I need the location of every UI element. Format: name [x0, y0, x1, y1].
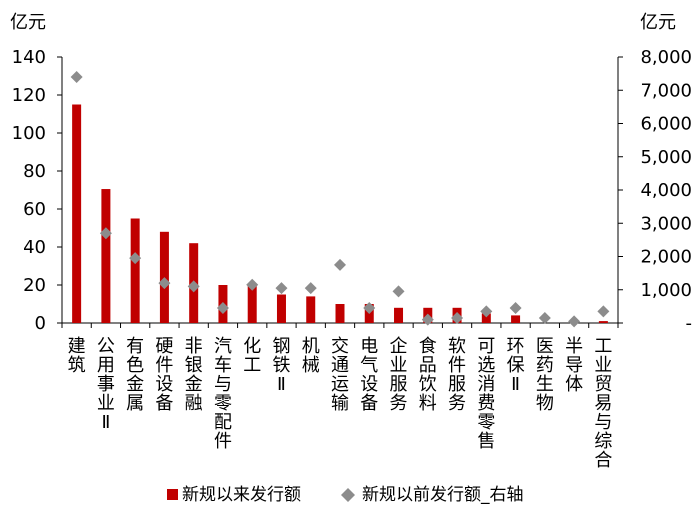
left-axis-ticks: 0 20 40 60 80 100 120 140 [12, 47, 62, 334]
marker-point [597, 305, 610, 318]
left-tick-label: 0 [35, 313, 46, 334]
left-tick-label: 60 [23, 199, 46, 220]
right-axis-ticks: - 1,000 2,000 3,000 4,000 5,000 6,000 7,000 8,00… [618, 47, 692, 334]
right-tick-label: 1,000 [640, 280, 692, 301]
marker-point [187, 280, 200, 293]
category-label: 企业服务 [390, 336, 408, 414]
marker-point [363, 302, 376, 315]
right-tick-label: 3,000 [640, 213, 692, 234]
bar [598, 321, 608, 323]
category-label: 钢铁 Ⅱ [272, 336, 290, 395]
category-label: 机械 [302, 336, 320, 376]
legend-label-marker: 新规以前发行额_右轴 [362, 485, 524, 505]
marker-point [334, 258, 346, 271]
marker-point [509, 302, 522, 315]
right-tick-label: 2,000 [640, 247, 692, 268]
marker-point [158, 277, 171, 290]
right-tick-label: 6,000 [640, 114, 692, 135]
category-label: 工业贸易与综合 [594, 336, 612, 471]
category-label: 电气设备 [360, 336, 378, 414]
marker-point [538, 312, 551, 325]
bar [276, 294, 286, 323]
marker-point [246, 278, 259, 291]
bar [101, 189, 111, 323]
legend-swatch-marker [341, 488, 355, 502]
marker-point [451, 312, 464, 325]
marker-point [421, 313, 434, 326]
marker-point [275, 282, 288, 295]
left-axis-unit: 亿元 [10, 12, 46, 33]
right-tick-label: 4,000 [640, 180, 692, 201]
legend-swatch-bar [167, 489, 178, 500]
category-label: 半导体 [565, 336, 583, 395]
x-axis-ticks [61, 323, 619, 328]
marker-point [99, 227, 112, 240]
right-tick-label: - [686, 313, 693, 334]
right-axis-unit: 亿元 [640, 12, 676, 33]
right-tick-label: 7,000 [640, 80, 692, 101]
marker-point [129, 252, 142, 265]
bar [72, 104, 82, 323]
left-tick-label: 120 [12, 85, 46, 106]
category-label: 食品饮料 [419, 336, 437, 414]
category-label: 医药生物 [536, 336, 554, 414]
legend-label-bar: 新规以来发行额 [182, 485, 301, 505]
bar [306, 296, 316, 323]
category-label: 环保 Ⅱ [507, 336, 525, 395]
category-label: 有色金属 [126, 336, 144, 414]
category-label: 软件服务 [448, 336, 466, 414]
left-tick-label: 100 [12, 123, 46, 144]
left-tick-label: 140 [12, 47, 46, 68]
category-label: 公用事业 Ⅱ [97, 336, 115, 433]
right-tick-label: 8,000 [640, 47, 692, 68]
marker-point [392, 285, 405, 298]
bar [511, 315, 521, 323]
bar [247, 285, 257, 323]
legend: 新规以来发行额 新规以前发行额_右轴 [167, 485, 524, 505]
category-label: 建筑 [68, 336, 86, 376]
category-label: 化工 [243, 336, 261, 376]
right-tick-label: 5,000 [640, 147, 692, 168]
category-label: 硬件设备 [155, 336, 173, 414]
marker-point [70, 70, 83, 83]
marker-point [304, 282, 317, 295]
bar [394, 307, 404, 323]
marker-series [70, 70, 610, 328]
marker-point [568, 315, 581, 328]
category-label: 汽车与零配件 [214, 336, 232, 452]
bar-series [72, 104, 608, 323]
left-tick-label: 40 [23, 237, 46, 258]
bar [335, 304, 345, 323]
category-label: 交通运输 [331, 336, 349, 414]
left-tick-label: 20 [23, 275, 46, 296]
bar [481, 313, 491, 323]
left-tick-label: 80 [23, 161, 46, 182]
marker-point [480, 305, 493, 318]
category-label: 非银金融 [185, 336, 203, 414]
category-label: 可选消费零售 [477, 336, 495, 452]
bar [130, 218, 140, 323]
marker-point [216, 302, 229, 315]
